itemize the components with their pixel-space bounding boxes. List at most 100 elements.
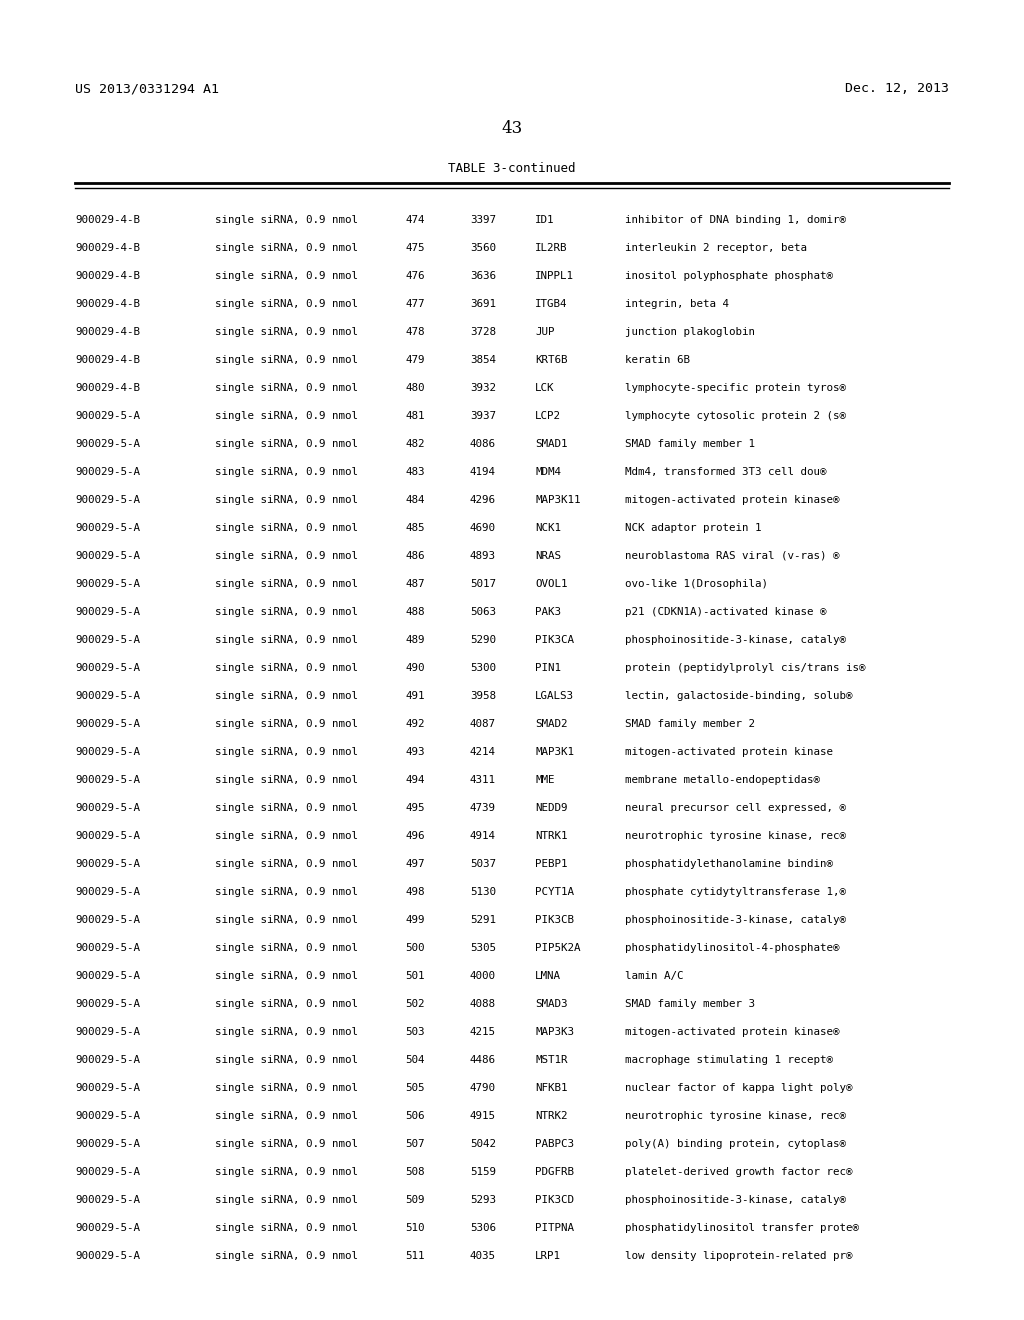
Text: 5130: 5130	[470, 887, 496, 898]
Text: inositol polyphosphate phosphat®: inositol polyphosphate phosphat®	[625, 271, 833, 281]
Text: 900029-5-A: 900029-5-A	[75, 411, 140, 421]
Text: 900029-5-A: 900029-5-A	[75, 1167, 140, 1177]
Text: p21 (CDKN1A)-activated kinase ®: p21 (CDKN1A)-activated kinase ®	[625, 607, 826, 616]
Text: KRT6B: KRT6B	[535, 355, 567, 366]
Text: PIK3CB: PIK3CB	[535, 915, 574, 925]
Text: US 2013/0331294 A1: US 2013/0331294 A1	[75, 82, 219, 95]
Text: PCYT1A: PCYT1A	[535, 887, 574, 898]
Text: 498: 498	[406, 887, 425, 898]
Text: 4000: 4000	[470, 972, 496, 981]
Text: neurotrophic tyrosine kinase, rec®: neurotrophic tyrosine kinase, rec®	[625, 832, 846, 841]
Text: phosphoinositide-3-kinase, cataly®: phosphoinositide-3-kinase, cataly®	[625, 635, 846, 645]
Text: LMNA: LMNA	[535, 972, 561, 981]
Text: IL2RB: IL2RB	[535, 243, 567, 253]
Text: single siRNA, 0.9 nmol: single siRNA, 0.9 nmol	[215, 915, 358, 925]
Text: ID1: ID1	[535, 215, 555, 224]
Text: keratin 6B: keratin 6B	[625, 355, 690, 366]
Text: SMAD2: SMAD2	[535, 719, 567, 729]
Text: Mdm4, transformed 3T3 cell dou®: Mdm4, transformed 3T3 cell dou®	[625, 467, 826, 477]
Text: 900029-5-A: 900029-5-A	[75, 550, 140, 561]
Text: 4214: 4214	[470, 747, 496, 756]
Text: 479: 479	[406, 355, 425, 366]
Text: 490: 490	[406, 663, 425, 673]
Text: 3854: 3854	[470, 355, 496, 366]
Text: single siRNA, 0.9 nmol: single siRNA, 0.9 nmol	[215, 523, 358, 533]
Text: 507: 507	[406, 1139, 425, 1148]
Text: 4739: 4739	[470, 803, 496, 813]
Text: 5063: 5063	[470, 607, 496, 616]
Text: SMAD family member 2: SMAD family member 2	[625, 719, 755, 729]
Text: MST1R: MST1R	[535, 1055, 567, 1065]
Text: 43: 43	[502, 120, 522, 137]
Text: 5293: 5293	[470, 1195, 496, 1205]
Text: 495: 495	[406, 803, 425, 813]
Text: single siRNA, 0.9 nmol: single siRNA, 0.9 nmol	[215, 383, 358, 393]
Text: junction plakoglobin: junction plakoglobin	[625, 327, 755, 337]
Text: 900029-5-A: 900029-5-A	[75, 887, 140, 898]
Text: 506: 506	[406, 1111, 425, 1121]
Text: single siRNA, 0.9 nmol: single siRNA, 0.9 nmol	[215, 243, 358, 253]
Text: 3932: 3932	[470, 383, 496, 393]
Text: 900029-4-B: 900029-4-B	[75, 383, 140, 393]
Text: 900029-5-A: 900029-5-A	[75, 1027, 140, 1038]
Text: PITPNA: PITPNA	[535, 1224, 574, 1233]
Text: single siRNA, 0.9 nmol: single siRNA, 0.9 nmol	[215, 803, 358, 813]
Text: single siRNA, 0.9 nmol: single siRNA, 0.9 nmol	[215, 1195, 358, 1205]
Text: single siRNA, 0.9 nmol: single siRNA, 0.9 nmol	[215, 635, 358, 645]
Text: 477: 477	[406, 300, 425, 309]
Text: phosphate cytidytyltransferase 1,®: phosphate cytidytyltransferase 1,®	[625, 887, 846, 898]
Text: 4215: 4215	[470, 1027, 496, 1038]
Text: 900029-5-A: 900029-5-A	[75, 942, 140, 953]
Text: phosphatidylethanolamine bindin®: phosphatidylethanolamine bindin®	[625, 859, 833, 869]
Text: 3958: 3958	[470, 690, 496, 701]
Text: 900029-5-A: 900029-5-A	[75, 859, 140, 869]
Text: Dec. 12, 2013: Dec. 12, 2013	[845, 82, 949, 95]
Text: 503: 503	[406, 1027, 425, 1038]
Text: single siRNA, 0.9 nmol: single siRNA, 0.9 nmol	[215, 1251, 358, 1261]
Text: ITGB4: ITGB4	[535, 300, 567, 309]
Text: LGALS3: LGALS3	[535, 690, 574, 701]
Text: PDGFRB: PDGFRB	[535, 1167, 574, 1177]
Text: neurotrophic tyrosine kinase, rec®: neurotrophic tyrosine kinase, rec®	[625, 1111, 846, 1121]
Text: INPPL1: INPPL1	[535, 271, 574, 281]
Text: OVOL1: OVOL1	[535, 579, 567, 589]
Text: platelet-derived growth factor rec®: platelet-derived growth factor rec®	[625, 1167, 853, 1177]
Text: single siRNA, 0.9 nmol: single siRNA, 0.9 nmol	[215, 327, 358, 337]
Text: 900029-5-A: 900029-5-A	[75, 719, 140, 729]
Text: single siRNA, 0.9 nmol: single siRNA, 0.9 nmol	[215, 887, 358, 898]
Text: 485: 485	[406, 523, 425, 533]
Text: single siRNA, 0.9 nmol: single siRNA, 0.9 nmol	[215, 859, 358, 869]
Text: single siRNA, 0.9 nmol: single siRNA, 0.9 nmol	[215, 1055, 358, 1065]
Text: 900029-5-A: 900029-5-A	[75, 690, 140, 701]
Text: NTRK2: NTRK2	[535, 1111, 567, 1121]
Text: single siRNA, 0.9 nmol: single siRNA, 0.9 nmol	[215, 1027, 358, 1038]
Text: single siRNA, 0.9 nmol: single siRNA, 0.9 nmol	[215, 495, 358, 506]
Text: PAK3: PAK3	[535, 607, 561, 616]
Text: 900029-4-B: 900029-4-B	[75, 327, 140, 337]
Text: MME: MME	[535, 775, 555, 785]
Text: LCP2: LCP2	[535, 411, 561, 421]
Text: NRAS: NRAS	[535, 550, 561, 561]
Text: lamin A/C: lamin A/C	[625, 972, 683, 981]
Text: low density lipoprotein-related pr®: low density lipoprotein-related pr®	[625, 1251, 853, 1261]
Text: single siRNA, 0.9 nmol: single siRNA, 0.9 nmol	[215, 1111, 358, 1121]
Text: single siRNA, 0.9 nmol: single siRNA, 0.9 nmol	[215, 355, 358, 366]
Text: 5037: 5037	[470, 859, 496, 869]
Text: single siRNA, 0.9 nmol: single siRNA, 0.9 nmol	[215, 607, 358, 616]
Text: 505: 505	[406, 1082, 425, 1093]
Text: protein (peptidylprolyl cis/trans is®: protein (peptidylprolyl cis/trans is®	[625, 663, 865, 673]
Text: inhibitor of DNA binding 1, domir®: inhibitor of DNA binding 1, domir®	[625, 215, 846, 224]
Text: 497: 497	[406, 859, 425, 869]
Text: 3728: 3728	[470, 327, 496, 337]
Text: 900029-5-A: 900029-5-A	[75, 803, 140, 813]
Text: 5300: 5300	[470, 663, 496, 673]
Text: 900029-5-A: 900029-5-A	[75, 775, 140, 785]
Text: MAP3K1: MAP3K1	[535, 747, 574, 756]
Text: 3691: 3691	[470, 300, 496, 309]
Text: 5159: 5159	[470, 1167, 496, 1177]
Text: JUP: JUP	[535, 327, 555, 337]
Text: 900029-5-A: 900029-5-A	[75, 1139, 140, 1148]
Text: single siRNA, 0.9 nmol: single siRNA, 0.9 nmol	[215, 579, 358, 589]
Text: 4915: 4915	[470, 1111, 496, 1121]
Text: 3937: 3937	[470, 411, 496, 421]
